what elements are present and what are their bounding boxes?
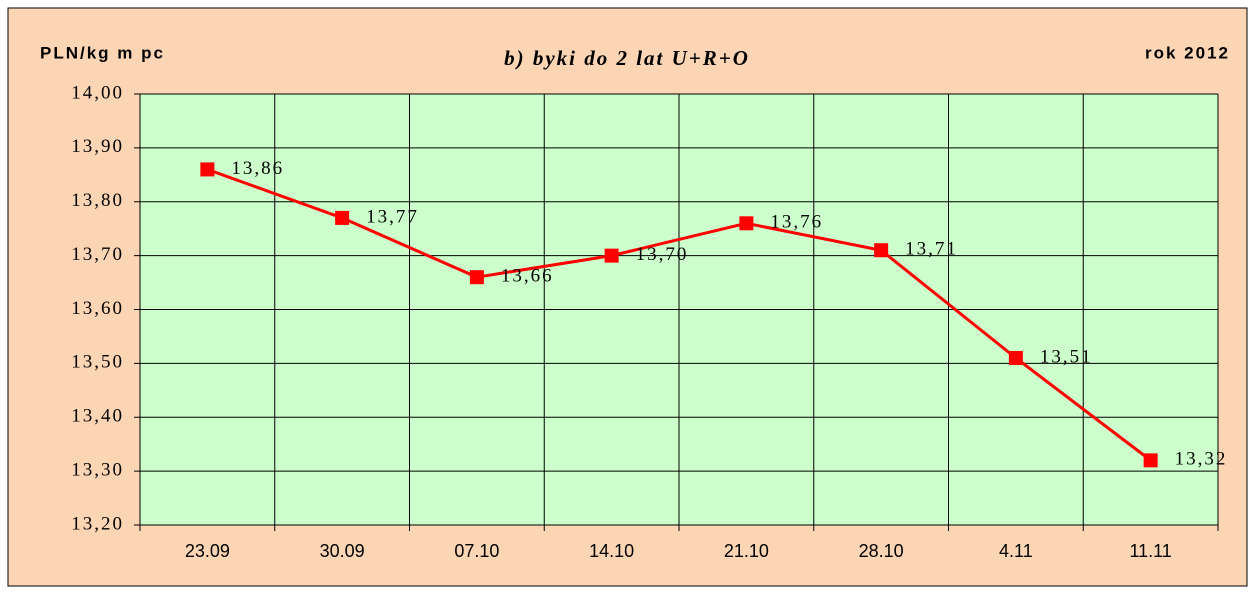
x-tick-label: 14.10: [589, 541, 634, 561]
data-label: 13,70: [636, 244, 689, 265]
marker: [1008, 350, 1023, 365]
y-tick-label: 14,00: [71, 82, 124, 103]
marker: [739, 216, 754, 231]
data-label: 13,66: [501, 266, 554, 287]
marker: [1143, 453, 1158, 468]
x-tick-label: 21.10: [724, 541, 769, 561]
x-tick-label: 23.09: [185, 541, 230, 561]
chart-title: b) byki do 2 lat U+R+O: [504, 46, 750, 70]
annotation: rok 2012: [1145, 43, 1230, 62]
marker: [874, 243, 889, 258]
y-tick-label: 13,40: [71, 406, 124, 427]
data-label: 13,51: [1040, 346, 1093, 367]
marker: [604, 248, 619, 263]
marker: [335, 210, 350, 225]
y-tick-label: 13,70: [71, 244, 124, 265]
y-tick-label: 13,80: [71, 190, 124, 211]
data-label: 13,71: [905, 239, 958, 260]
marker: [200, 162, 215, 177]
x-tick-label: 28.10: [859, 541, 904, 561]
y-tick-label: 13,90: [71, 136, 124, 157]
y-tick-label: 13,20: [71, 513, 124, 534]
y-tick-label: 13,30: [71, 459, 124, 480]
x-tick-label: 30.09: [320, 541, 365, 561]
data-label: 13,76: [770, 212, 823, 233]
y-tick-label: 13,60: [71, 298, 124, 319]
line-series: [206, 168, 1152, 462]
data-label: 13,32: [1175, 449, 1228, 470]
marker: [469, 270, 484, 285]
y-tick-label: 13,50: [71, 352, 124, 373]
x-tick-label: 11.11: [1129, 541, 1171, 561]
x-tick-label: 4.11: [999, 541, 1033, 561]
x-tick-label: 07.10: [454, 541, 499, 561]
y-axis-label: PLN/kg m pc: [40, 43, 165, 62]
data-label: 13,77: [366, 206, 419, 227]
data-label: 13,86: [231, 158, 284, 179]
